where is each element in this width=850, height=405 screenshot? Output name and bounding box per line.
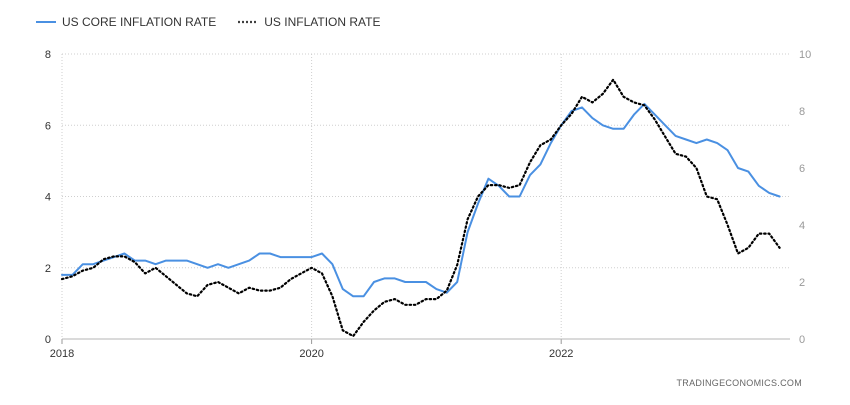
watermark-text: TRADINGECONOMICS.COM xyxy=(676,378,802,388)
y-right-tick-label: 0 xyxy=(799,334,805,346)
axes: 0 2 4 6 8 0 2 4 6 8 10 2018 2020 2022 xyxy=(45,49,811,360)
x-tick-label: 2018 xyxy=(50,348,74,360)
y-left-tick-label: 6 xyxy=(45,120,51,132)
y-right-tick-label: 10 xyxy=(799,49,811,61)
series-lines xyxy=(60,78,781,338)
y-left-tick-label: 4 xyxy=(45,192,51,204)
y-left-tick-label: 0 xyxy=(45,334,51,346)
y-right-tick-label: 4 xyxy=(799,220,805,232)
y-left-tick-label: 2 xyxy=(45,263,51,275)
x-tick-label: 2022 xyxy=(549,348,573,360)
y-right-tick-label: 6 xyxy=(799,163,805,175)
y-right-tick-label: 2 xyxy=(799,277,805,289)
series-line-inflation xyxy=(60,78,781,338)
legend-item-core-inflation[interactable]: US CORE INFLATION RATE xyxy=(36,15,216,29)
series-line-core-inflation xyxy=(61,102,781,298)
y-left-tick-label: 8 xyxy=(45,49,51,61)
y-right-tick-label: 8 xyxy=(799,106,805,118)
legend-label: US CORE INFLATION RATE xyxy=(62,15,216,29)
legend-label: US INFLATION RATE xyxy=(264,15,380,29)
legend-item-inflation[interactable]: US INFLATION RATE xyxy=(238,15,380,29)
legend[interactable]: US CORE INFLATION RATE US INFLATION RATE xyxy=(36,15,380,29)
x-tick-label: 2020 xyxy=(299,348,323,360)
grid xyxy=(61,53,790,339)
